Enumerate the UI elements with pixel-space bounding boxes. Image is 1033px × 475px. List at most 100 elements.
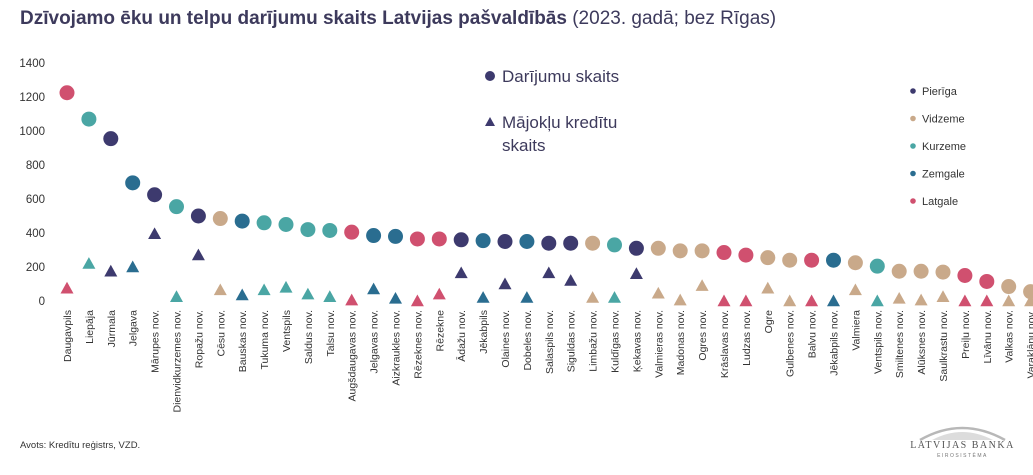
region-legend-marker (910, 143, 916, 149)
chart-title: Dzīvojamo ēku un telpu darījumu skaits L… (20, 8, 776, 30)
credit-triangle-point (454, 266, 468, 279)
logo-name: LATVIJAS BANKA (910, 440, 1015, 451)
transaction-point (519, 234, 535, 249)
y-tick-label: 1400 (19, 58, 45, 70)
logo-sub: EIROSISTĒMA (937, 453, 988, 459)
credit-triangle-point (870, 294, 884, 307)
x-tick-label: Valmiera (850, 310, 862, 351)
transaction-point (322, 222, 338, 238)
credit-triangle-point (476, 291, 490, 303)
x-tick-label: Alūksnes nov. (916, 310, 928, 375)
x-tick-label: Ogres nov. (697, 310, 709, 361)
credit-triangle-point (323, 290, 337, 302)
y-tick-label: 0 (39, 296, 45, 308)
x-tick-label: Madonas nov. (675, 310, 687, 375)
x-tick-label: Līvānu nov. (982, 310, 994, 364)
y-tick-label: 400 (26, 228, 45, 240)
credit-triangle-point (257, 283, 271, 296)
x-tick-label: Olaines nov. (500, 310, 512, 368)
latvijas-banka-logo: LATVIJAS BANKA EIROSISTĒMA (910, 418, 1015, 464)
x-tick-label: Rēzeknes nov. (412, 310, 424, 379)
credit-triangle-point (498, 277, 512, 290)
credit-triangle-point (301, 287, 315, 300)
credit-triangle-point (126, 260, 140, 273)
credit-triangle-point (191, 248, 205, 261)
transaction-point (212, 211, 228, 227)
credit-triangle-point (170, 290, 183, 302)
credit-triangle-point (104, 264, 118, 277)
logo-arc-icon (919, 426, 1006, 442)
transaction-point (497, 234, 513, 249)
transaction-point (738, 247, 754, 263)
y-tick-label: 200 (26, 262, 45, 274)
x-tick-label: Jēkabpils (478, 310, 490, 354)
transaction-point (607, 237, 622, 253)
transaction-point (869, 258, 885, 274)
transaction-point (366, 228, 382, 244)
transaction-point (563, 235, 579, 251)
transaction-point (826, 252, 841, 268)
credit-triangle-point (367, 282, 381, 295)
x-tick-label: Limbažu nov. (588, 310, 600, 372)
x-tick-label: Rēzekne (434, 310, 446, 352)
y-tick-label: 600 (26, 194, 45, 206)
x-tick-label: Jēkabpils nov. (829, 310, 841, 376)
transaction-point (650, 240, 666, 256)
region-legend-label: Kurzeme (922, 141, 966, 153)
credit-triangle-point (410, 294, 424, 307)
credit-triangle-point (739, 294, 753, 307)
transaction-point (782, 252, 798, 268)
transaction-point (694, 243, 710, 259)
credit-triangle-point (1002, 294, 1016, 307)
transaction-point (541, 235, 557, 251)
credit-triangle-point (389, 291, 402, 304)
credit-triangle-point (542, 266, 556, 279)
transaction-point (103, 131, 119, 147)
credit-triangle-point (651, 286, 665, 299)
transaction-point (475, 233, 491, 249)
x-tick-label: Kuldīgas nov. (610, 310, 622, 373)
legend-credits-marker (485, 117, 495, 126)
credit-triangle-point (805, 294, 819, 307)
x-tick-label: Valmieras nov. (653, 310, 665, 378)
x-tick-label: Ropažu nov. (193, 310, 205, 368)
credit-triangle-point (432, 287, 446, 300)
transaction-point (169, 199, 184, 215)
transaction-point (59, 85, 75, 101)
x-tick-label: Cēsu nov. (215, 310, 227, 357)
x-tick-label: Mārupes nov. (150, 310, 162, 373)
credit-triangle-point (958, 294, 972, 307)
x-tick-label: Balvu nov. (807, 310, 819, 358)
transaction-point (1023, 284, 1033, 300)
x-tick-label: Smiltenes nov. (894, 310, 906, 378)
transaction-point (1001, 279, 1017, 295)
transaction-point (716, 245, 732, 261)
credit-triangle-point (892, 291, 906, 304)
credit-triangle-point (717, 294, 731, 307)
x-tick-label: Talsu nov. (325, 310, 337, 357)
credit-triangle-point (279, 280, 293, 293)
credit-triangle-point (586, 291, 600, 303)
credit-triangle-point (673, 293, 687, 306)
x-tick-label: Augšdaugavas nov. (347, 310, 359, 401)
x-tick-label: Varakļānu nov. (1026, 310, 1033, 379)
credit-triangle-point (520, 291, 534, 303)
transaction-point (81, 111, 97, 127)
transaction-point (585, 235, 601, 251)
x-tick-label: Valkas nov. (1004, 310, 1016, 363)
transaction-point (256, 215, 272, 231)
transaction-point (125, 175, 141, 191)
credit-triangle-point (936, 290, 950, 302)
transaction-point (760, 250, 776, 266)
x-tick-label: Tukuma nov. (259, 310, 271, 370)
x-tick-label: Siguldas nov. (566, 310, 578, 372)
region-legend-marker (910, 88, 916, 94)
transaction-point (979, 273, 995, 289)
x-tick-label: Preiļu nov. (960, 310, 972, 359)
region-legend-label: Latgale (922, 196, 958, 208)
credit-triangle-point (60, 281, 74, 294)
x-tick-label: Dienvidkurzemes nov. (172, 310, 184, 413)
transaction-point (913, 263, 929, 279)
x-tick-label: Ķekavas nov. (631, 310, 643, 372)
